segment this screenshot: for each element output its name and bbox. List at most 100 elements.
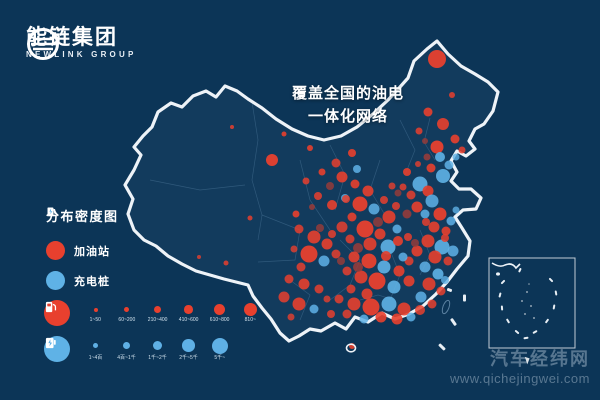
logo-subtitle: NEWLINK GROUP (26, 50, 137, 59)
density-bubble (450, 134, 460, 144)
density-bubble (435, 152, 445, 162)
density-bubble (406, 190, 416, 200)
newlink-logo-icon (27, 28, 59, 60)
scale-bin-dot (211, 337, 228, 354)
density-bubble (247, 215, 253, 221)
density-bubble (323, 295, 331, 303)
density-bubble (397, 302, 411, 316)
density-bubble (318, 255, 330, 267)
density-bubble (314, 192, 322, 200)
scale-bin: 1~50 (82, 302, 109, 324)
density-bubble (326, 182, 334, 190)
density-bubble (287, 313, 295, 321)
density-bubble (356, 220, 374, 238)
scale-bin: 1~4百 (82, 338, 109, 361)
density-bubble (420, 209, 430, 219)
density-bubble (403, 275, 415, 287)
inset-islands (521, 283, 535, 319)
density-bubble (402, 209, 412, 219)
density-bubble (353, 243, 363, 253)
density-bubble (393, 265, 405, 277)
density-bubble (406, 312, 416, 322)
density-bubble (398, 252, 408, 262)
density-bubble (443, 256, 453, 266)
density-bubble (452, 206, 460, 214)
scale-bin-label: 810~ (244, 317, 257, 323)
gas-pump-icon (46, 207, 65, 260)
legend-item-gas-station: 加油站 (46, 207, 119, 260)
density-bubble (444, 160, 454, 170)
density-bubble (342, 309, 352, 319)
density-bubble (346, 284, 356, 294)
density-bubble (347, 297, 361, 311)
density-bubble (452, 153, 460, 161)
density-bubble (422, 138, 428, 144)
density-bubble (430, 140, 444, 154)
density-bubble (432, 268, 444, 280)
density-bubble (337, 257, 345, 265)
density-bubble (334, 294, 344, 304)
density-bubble (422, 185, 434, 197)
density-bubble (377, 260, 391, 274)
scale-bin: 5千~ (206, 337, 233, 361)
density-bubble (393, 236, 403, 246)
scale-bin: 2千~5千 (175, 338, 202, 361)
density-bubble (441, 276, 449, 284)
density-bubble (347, 212, 357, 222)
density-bubble (434, 239, 450, 255)
taiwan-island (441, 299, 451, 315)
density-bubble (411, 239, 419, 247)
scale-bin-dot (214, 304, 225, 315)
density-bubble (223, 260, 229, 266)
scale-bin-dot (184, 305, 193, 314)
density-bubble (342, 266, 352, 276)
scale-bin: 60~200 (113, 302, 140, 324)
headline-line1: 覆盖全国的油电 (291, 85, 404, 102)
density-bubble (382, 210, 396, 224)
scale-bin-dot (123, 306, 130, 313)
density-bubble (328, 230, 336, 238)
density-bubble (380, 196, 388, 204)
scale-bin-label: 1~50 (89, 317, 102, 323)
scale-bin: 610~800 (206, 302, 233, 324)
density-bubble (419, 261, 431, 273)
density-bubble (290, 245, 298, 253)
legend-label-gas: 加油站 (74, 245, 110, 258)
scale-bin-label: 1千~2千 (148, 355, 167, 361)
scale-bin-label: 60~200 (118, 317, 135, 323)
scale-bin-dot (182, 339, 195, 352)
density-bubble (266, 154, 278, 166)
density-bubble (399, 183, 407, 191)
scale-bin-dot (243, 302, 258, 317)
density-bubble (375, 311, 387, 323)
density-bubble (436, 169, 450, 183)
density-bubble (415, 291, 427, 303)
density-bubble (309, 304, 319, 314)
newlink-logo: 能链集团 NEWLINK GROUP (26, 27, 137, 60)
density-bubble (298, 278, 310, 290)
density-bubble (392, 224, 402, 234)
density-bubble (426, 163, 436, 173)
density-bubble (433, 207, 447, 221)
density-bubble (309, 204, 315, 210)
density-bubble (415, 127, 423, 135)
density-bubble (354, 270, 368, 284)
density-bubble (436, 286, 446, 296)
density-bubble (387, 280, 401, 294)
china-outline (123, 39, 500, 343)
density-bubble (292, 210, 300, 218)
density-bubble (428, 50, 446, 68)
scale-bin: 210~400 (144, 302, 171, 324)
density-bubble (415, 161, 421, 167)
density-bubble (278, 291, 290, 303)
density-bubble (380, 239, 396, 255)
density-bubble (350, 179, 360, 189)
density-bubble (230, 125, 234, 129)
density-bubble (388, 182, 396, 190)
charge-size-bins: 1~4百 4百~1千 1千~2千 2千~5千 5千~ (82, 337, 233, 361)
scale-bin: 4百~1千 (113, 338, 140, 361)
density-bubble (361, 288, 373, 300)
density-bubble (362, 185, 374, 197)
charge-scale-row: 1~4百 4百~1千 1千~2千 2千~5千 5千~ (44, 336, 233, 362)
scale-bin-dot (93, 343, 98, 348)
